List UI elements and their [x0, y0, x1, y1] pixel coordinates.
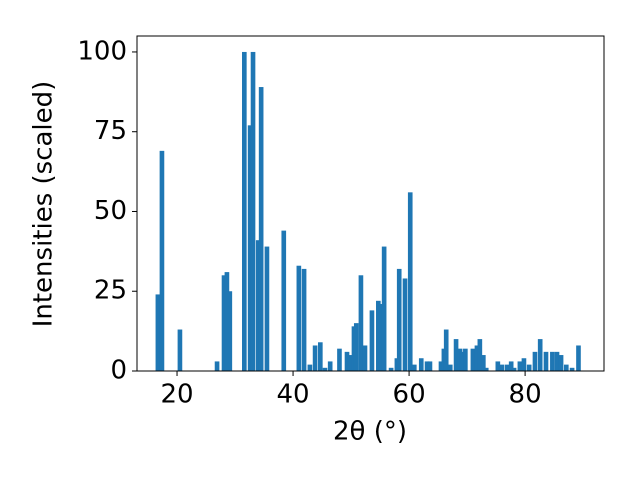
bar	[347, 355, 353, 371]
bar	[443, 329, 449, 371]
bar	[521, 358, 527, 371]
plot-frame	[136, 35, 605, 372]
bar	[508, 361, 514, 371]
y-tick-label: 100	[77, 36, 127, 66]
bar	[402, 278, 408, 371]
bar	[296, 265, 302, 371]
bar	[447, 364, 453, 371]
x-tick-label: 60	[393, 380, 426, 410]
bar	[427, 361, 433, 371]
bar	[537, 339, 543, 371]
bar	[378, 304, 384, 371]
bar	[499, 364, 505, 371]
bar	[214, 361, 220, 371]
y-tick-label: 50	[94, 196, 127, 226]
bar	[221, 275, 227, 371]
bar	[353, 323, 359, 371]
bar	[517, 361, 523, 371]
bar	[481, 355, 486, 371]
bar	[453, 339, 459, 371]
y-tick-label: 75	[94, 116, 127, 146]
bar	[526, 364, 532, 371]
x-tick-label: 20	[160, 380, 193, 410]
x-tick-label: 40	[277, 380, 310, 410]
bar	[550, 351, 555, 371]
bar	[177, 329, 183, 371]
bar	[317, 342, 323, 371]
y-tick-label: 0	[110, 356, 127, 386]
bar	[362, 345, 368, 371]
bar	[532, 351, 538, 371]
bar	[381, 246, 387, 371]
bar	[242, 51, 247, 371]
bar	[411, 364, 417, 371]
bar	[337, 348, 342, 371]
bar	[563, 364, 569, 371]
bar	[369, 310, 375, 371]
bar	[459, 351, 465, 371]
bar	[438, 361, 444, 371]
bar	[312, 345, 318, 371]
y-tick-label: 25	[94, 276, 127, 306]
bar	[247, 125, 253, 371]
bar	[569, 367, 575, 371]
bar	[495, 361, 501, 371]
bar	[281, 230, 287, 371]
bar	[227, 291, 233, 371]
bar	[511, 367, 517, 371]
bar	[554, 351, 560, 371]
bar	[504, 364, 510, 371]
bar	[224, 272, 230, 371]
x-axis-label: 2θ (°)	[333, 417, 407, 447]
bar	[258, 87, 264, 372]
bar	[396, 268, 402, 371]
x-tick-label: 80	[509, 380, 542, 410]
bar	[376, 300, 381, 371]
bar	[307, 364, 313, 371]
y-axis-label: Intensities (scaled)	[29, 81, 59, 328]
bar	[477, 339, 483, 371]
bar	[264, 246, 270, 371]
bar	[155, 294, 161, 371]
bar	[255, 240, 261, 371]
bar	[418, 358, 424, 371]
bar	[159, 150, 165, 371]
bar	[424, 361, 430, 371]
bar	[344, 351, 350, 371]
bar	[250, 51, 256, 371]
bar	[483, 367, 489, 371]
bar	[301, 268, 307, 371]
bar	[388, 367, 394, 371]
bar	[543, 351, 549, 371]
bar	[407, 192, 413, 371]
bar	[322, 367, 328, 371]
bar	[327, 361, 333, 371]
bar	[558, 355, 564, 371]
bar	[576, 345, 581, 371]
bar	[358, 275, 364, 371]
bar	[463, 348, 468, 371]
bar	[470, 348, 476, 371]
bar	[474, 345, 480, 371]
